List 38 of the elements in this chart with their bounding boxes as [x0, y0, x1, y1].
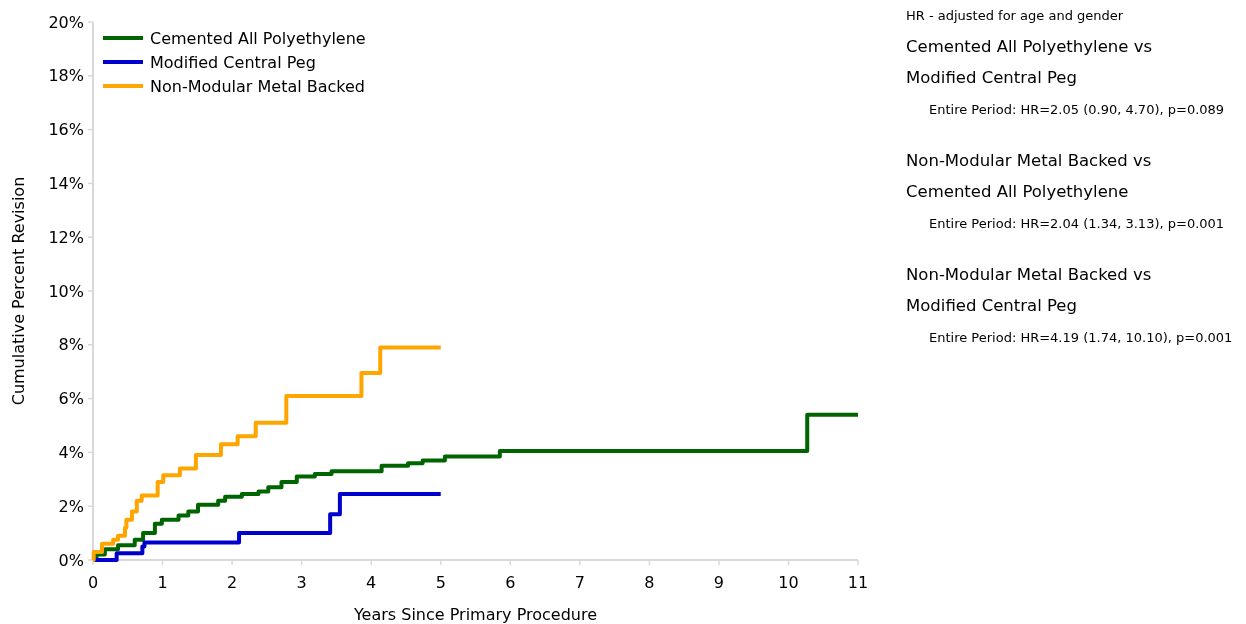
- x-tick-label: 0: [87, 573, 99, 592]
- y-tick-label: 10%: [48, 281, 84, 301]
- x-tick-label: 6: [505, 573, 516, 592]
- text: Modified Central Peg: [906, 296, 1077, 315]
- legend-label: Non-Modular Metal Backed: [150, 77, 366, 96]
- text: Entire Period: HR=2.05 (0.90, 4.70), p=0.089: [929, 102, 1225, 117]
- y-tick-label: 6%: [58, 389, 84, 409]
- y-tick-label: 8%: [58, 335, 84, 355]
- y-tick-label: 12%: [48, 227, 84, 247]
- text: Non-Modular Metal Backed vs: [906, 265, 1152, 284]
- text: Non-Modular Metal Backed vs: [906, 151, 1152, 170]
- x-tick-label: 1: [157, 573, 168, 592]
- y-tick-label: 20%: [48, 12, 84, 32]
- y-tick-label: 2%: [58, 496, 84, 516]
- legend-label: Modified Central Peg: [150, 53, 316, 72]
- text: Modified Central Peg: [906, 68, 1077, 87]
- y-tick-label: 0%: [58, 550, 84, 570]
- text: Entire Period: HR=2.04 (1.34, 3.13), p=0.001: [929, 216, 1225, 231]
- x-tick-label: 8: [644, 573, 655, 592]
- text: Entire Period: HR=4.19 (1.74, 10.10), p=0.001: [929, 330, 1233, 345]
- text: Cemented All Polyethylene: [906, 182, 1129, 201]
- legend-label: Cemented All Polyethylene: [150, 29, 366, 48]
- y-tick-label: 4%: [58, 443, 84, 462]
- x-tick-label: 4: [366, 573, 377, 592]
- y-axis-title: Cumulative Percent Revision: [9, 176, 28, 406]
- x-tick-label: 11: [847, 573, 869, 592]
- text: Cemented All Polyethylene vs: [906, 37, 1152, 56]
- x-tick-label: 2: [227, 573, 238, 592]
- y-tick-label: 14%: [48, 174, 84, 193]
- x-tick-label: 9: [713, 573, 724, 592]
- x-tick-label: 7: [574, 573, 585, 592]
- x-axis-title: Years Since Primary Procedure: [352, 605, 598, 624]
- text: HR - adjusted for age and gender: [906, 8, 1124, 23]
- x-tick-label: 5: [435, 573, 446, 592]
- y-tick-label: 18%: [48, 66, 84, 86]
- x-tick-label: 3: [296, 573, 307, 592]
- y-tick-label: 16%: [48, 120, 84, 140]
- x-tick-label: 10: [778, 573, 799, 592]
